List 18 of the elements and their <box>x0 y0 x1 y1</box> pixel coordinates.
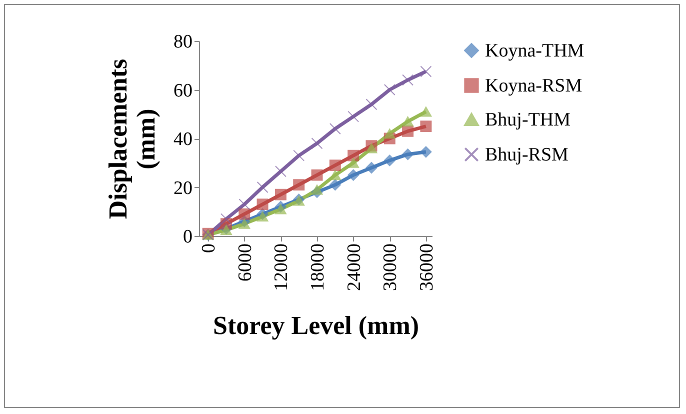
y-tick-label: 80 <box>174 32 192 52</box>
y-tick-label: 40 <box>174 129 192 150</box>
x-tick-label: 0 <box>198 244 220 253</box>
x-tick-label: 24000 <box>344 244 365 291</box>
legend-label: Bhuj-THM <box>485 110 571 130</box>
x-tick-label: 36000 <box>416 244 438 291</box>
y-tick-label: 0 <box>183 226 192 248</box>
y-tick-label: 60 <box>174 80 192 102</box>
x-tick-label: 18000 <box>308 244 329 291</box>
x-axis-title: Storey Level (mm) <box>212 311 420 340</box>
y-axis-title: Displacements (mm) <box>104 58 160 220</box>
legend-label: Koyna-THM <box>485 40 584 62</box>
x-tick-label: 12000 <box>271 244 292 291</box>
legend-label: Koyna-RSM <box>485 76 582 96</box>
legend-label: Bhuj-RSM <box>485 144 569 166</box>
x-tick-label: 6000 <box>234 244 256 282</box>
y-tick-label: 20 <box>174 178 192 199</box>
x-tick-label: 30000 <box>380 244 402 291</box>
